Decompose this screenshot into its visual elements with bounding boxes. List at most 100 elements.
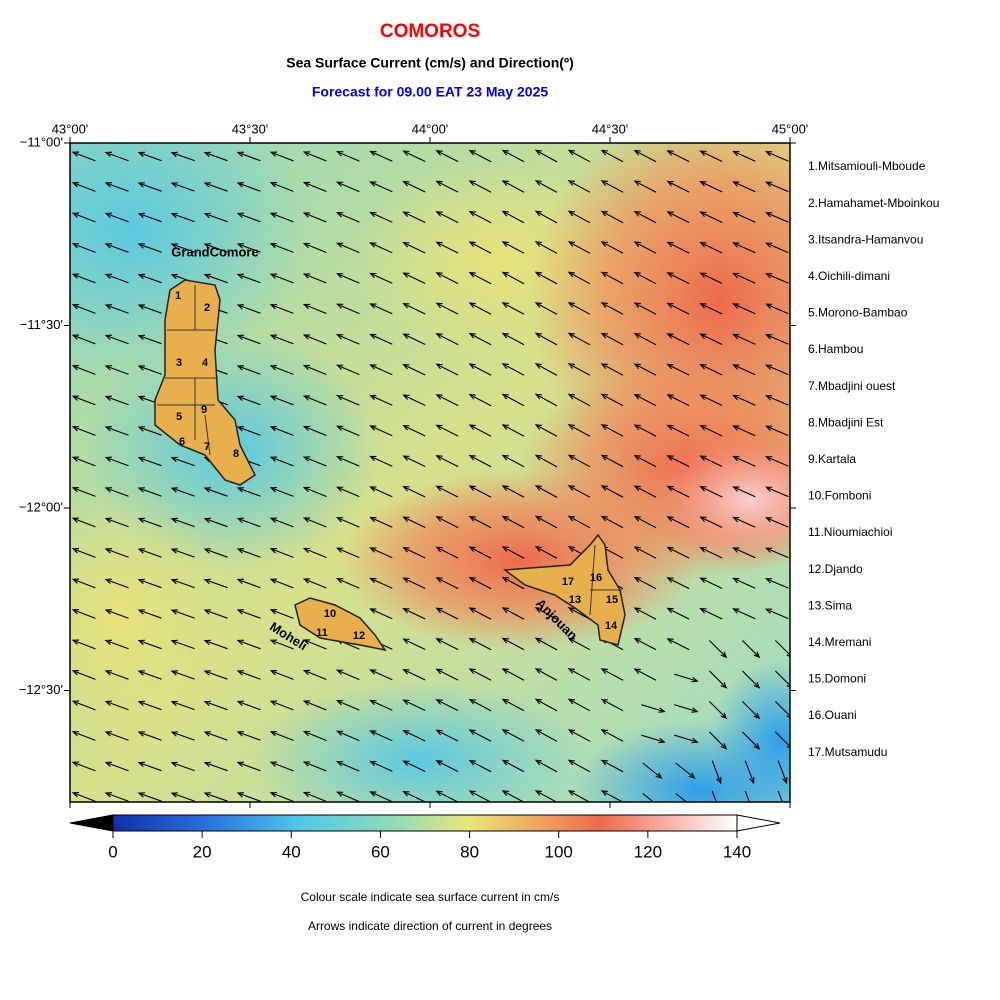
current-arrow [269,731,294,741]
current-arrow [302,791,327,802]
current-arrow [137,761,162,772]
current-arrow [764,456,789,467]
current-arrow [633,637,657,651]
current-arrow [402,241,426,254]
island-label: GrandComore [171,244,258,259]
current-arrow [335,547,360,559]
current-arrow [435,668,459,681]
current-arrow [335,700,360,711]
region-name: 17.Mutsamudu [808,745,887,759]
region-number: 4 [202,357,209,369]
current-arrow [711,760,722,785]
current-arrow [104,761,129,772]
current-arrow [236,365,261,375]
current-arrow [402,211,426,223]
current-arrow [699,516,723,528]
current-arrow [71,487,96,497]
current-arrow [203,517,228,528]
current-arrow [269,487,294,497]
current-arrow [402,607,426,620]
current-arrow [600,454,624,468]
current-arrow [71,578,96,589]
region-number: 17 [562,576,574,588]
current-arrow [468,607,492,620]
current-arrow [764,273,789,284]
current-arrow [633,180,657,193]
y-tick-label: −11°00' [20,134,63,149]
current-arrow [335,273,360,284]
current-arrow [674,734,699,744]
colorbar-tick-label: 40 [282,842,301,861]
current-arrow [764,425,789,437]
current-arrow [435,150,459,163]
current-arrow [402,272,426,284]
current-arrow [137,517,162,528]
current-arrow [534,149,558,163]
current-arrow [567,668,591,681]
current-arrow [170,609,195,619]
current-arrow [137,578,162,589]
current-arrow [699,546,723,559]
region-number: 8 [233,448,239,460]
current-arrow [534,424,558,437]
current-arrow [269,700,294,711]
current-arrows [71,149,790,802]
current-arrow [402,668,426,681]
current-arrow [203,212,228,223]
current-arrow [764,547,789,559]
current-arrow [402,760,426,772]
current-arrow [302,425,327,436]
current-arrow [269,761,294,772]
current-arrow [402,455,426,467]
current-arrow [269,792,294,802]
current-arrow [501,790,525,802]
current-arrow [501,668,525,681]
current-arrow [203,548,228,558]
current-arrow [666,302,690,315]
current-arrow [732,425,756,437]
current-arrow [435,699,459,712]
y-tick-label: −12°30' [19,682,63,697]
current-arrow [435,333,459,346]
current-arrow [335,456,360,467]
region-number: 12 [353,630,365,642]
current-arrow [633,515,657,529]
current-arrow [741,639,761,659]
current-arrow [71,761,96,772]
current-arrow [335,669,360,681]
region-name: 15.Domoni [808,672,866,686]
current-arrow [269,548,294,558]
current-arrow [633,271,657,285]
current-arrow [741,670,761,689]
current-arrow [435,638,459,651]
current-arrow [71,365,96,375]
current-arrow [170,700,195,711]
current-arrow [764,364,789,376]
current-arrow [137,731,162,741]
current-arrow [534,454,558,468]
current-arrow [170,517,195,528]
islands [154,279,626,652]
current-arrow [203,761,228,772]
current-arrow [236,731,261,741]
current-arrow [744,790,750,802]
current-arrow [501,576,525,590]
current-arrow [435,302,459,315]
current-arrow [633,576,657,590]
current-arrow [269,609,294,619]
current-arrow [567,790,591,802]
current-arrow [699,211,723,223]
region-name: 12.Djando [808,562,863,576]
current-arrow [732,364,756,376]
current-arrow [71,395,96,406]
current-arrow [236,334,261,345]
current-arrow [468,271,492,285]
region-number: 7 [204,441,210,453]
current-arrow [732,333,756,345]
current-arrow [699,424,723,437]
current-arrow [435,241,459,254]
current-arrow [732,242,756,254]
current-arrow [236,426,261,436]
region-number: 10 [324,608,336,620]
current-arrow [534,515,558,529]
